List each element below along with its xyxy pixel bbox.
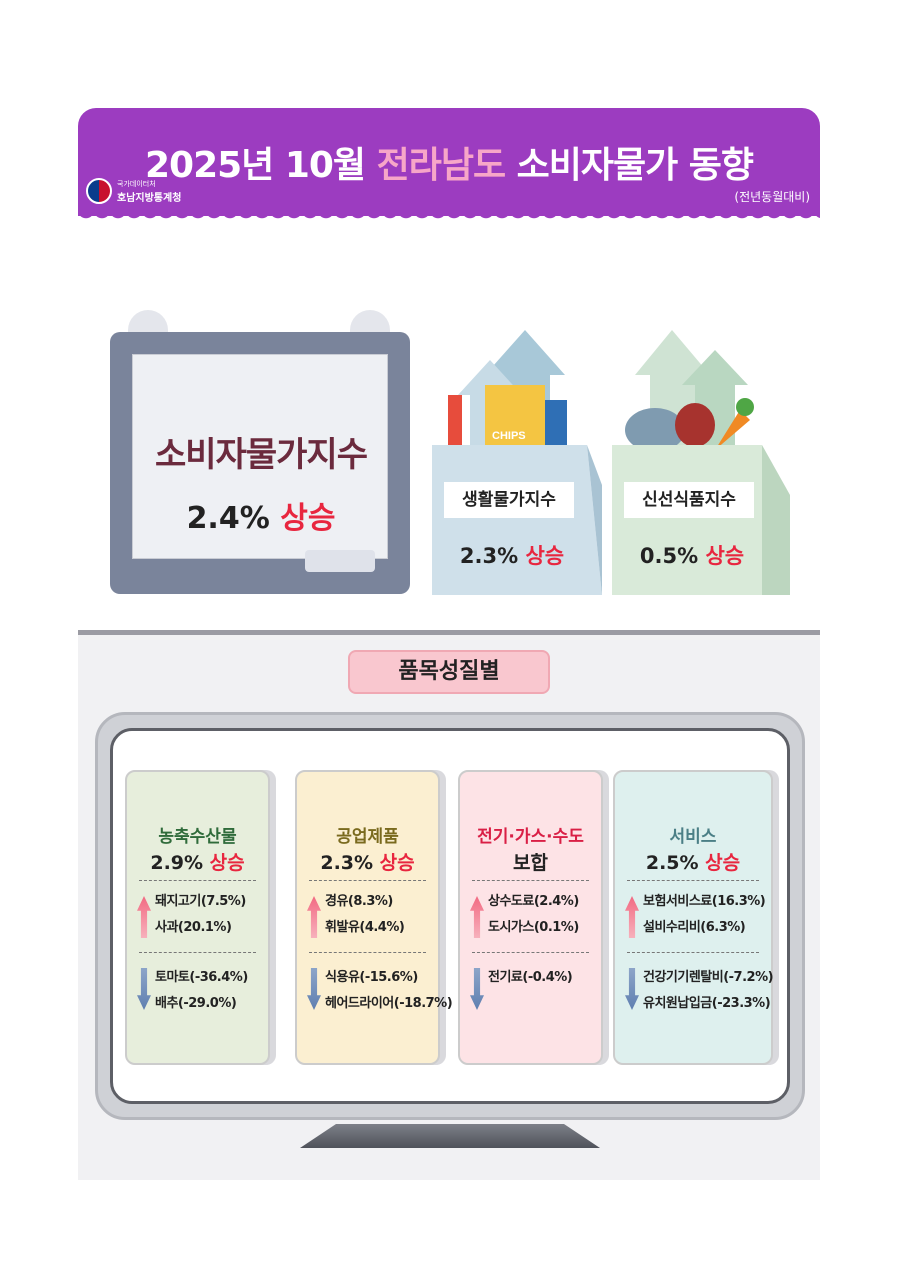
falling-item: 배추(-29.0%) [155, 996, 237, 1011]
monitor-stand [300, 1124, 600, 1148]
rising-item: 사과(20.1%) [155, 920, 232, 935]
org-name-2: 호남지방통계청 [117, 192, 182, 204]
rising-item: 경유(8.3%) [325, 894, 393, 909]
falling-item: 건강기기렌탈비(-7.2%) [643, 970, 774, 985]
divider [139, 952, 256, 953]
rising-arrows-icon: CHIPS [448, 330, 567, 455]
divider [472, 880, 589, 881]
arrow-up-icon [307, 896, 321, 938]
board-surface: 소비자물가지수 2.4% 상승 [132, 354, 388, 559]
living-index-value: 2.3% 상승 [459, 544, 565, 568]
page-title: 2025년 10월 전라남도 소비자물가 동향 [144, 145, 754, 186]
divider [627, 880, 759, 881]
falling-item: 토마토(-36.4%) [155, 970, 248, 985]
card-value: 2.5% 상승 [645, 852, 741, 874]
card-value: 2.3% 상승 [320, 852, 415, 874]
section-divider [78, 630, 820, 635]
banner-scallop [78, 210, 820, 224]
arrow-down-icon [307, 968, 321, 1010]
rising-item: 도시가스(0.1%) [488, 920, 579, 935]
cpi-label: 소비자물가지수 [155, 435, 368, 475]
divider [139, 880, 256, 881]
card-value: 보합 [513, 852, 548, 874]
rising-item: 돼지고기(7.5%) [155, 894, 246, 909]
divider [309, 880, 426, 881]
rising-item: 휘발유(4.4%) [325, 920, 405, 935]
section-title: 품목성질별 [348, 650, 550, 694]
fish-icon [625, 408, 685, 452]
falling-item: 헤어드라이어(-18.7%) [325, 996, 453, 1011]
living-index-label: 생활물가지수 [444, 482, 574, 518]
card-title: 서비스 [669, 827, 717, 847]
living-index-bag: 생활물가지수 2.3% 상승 [432, 445, 602, 595]
can-icon [545, 400, 567, 450]
divider [309, 952, 426, 953]
card-title: 전기·가스·수도 [477, 827, 584, 847]
taegeuk-icon [86, 178, 112, 204]
arrow-up-icon [470, 896, 484, 938]
chips-icon [485, 385, 545, 445]
toothbrush-icon [448, 395, 462, 450]
rising-arrows-icon [625, 330, 754, 455]
fresh-index-value: 0.5% 상승 [639, 544, 745, 568]
divider [627, 952, 759, 953]
fresh-index-bag: 신선식품지수 0.5% 상승 [612, 445, 790, 595]
falling-item: 유치원납입금(-23.3%) [643, 996, 771, 1011]
card-title: 농축수산물 [158, 827, 237, 847]
carrot-icon [715, 410, 750, 450]
falling-item: 전기료(-0.4%) [488, 970, 573, 985]
rising-item: 보험서비스료(16.3%) [643, 894, 766, 909]
org-name-1: 국가데이터처 [117, 179, 156, 188]
card-value: 2.9% 상승 [150, 852, 245, 874]
arrow-down-icon [625, 968, 639, 1010]
cpi-value: 2.4% 상승 [186, 501, 336, 536]
cpi-board: 소비자물가지수 2.4% 상승 [110, 332, 410, 594]
rising-item: 상수도료(2.4%) [488, 894, 579, 909]
divider [472, 952, 589, 953]
arrow-up-icon [625, 896, 639, 938]
rising-item: 설비수리비(6.3%) [643, 920, 746, 935]
arrow-down-icon [137, 968, 151, 1010]
eraser-icon [305, 550, 375, 572]
arrow-down-icon [470, 968, 484, 1010]
falling-item: 식용유(-15.6%) [325, 970, 418, 985]
arrow-up-icon [137, 896, 151, 938]
fresh-index-label: 신선식품지수 [624, 482, 754, 518]
chips-text: CHIPS [492, 430, 526, 442]
basis-note: (전년동월대비) [734, 190, 810, 204]
card-title: 공업제품 [336, 827, 399, 847]
meat-icon [675, 403, 715, 447]
